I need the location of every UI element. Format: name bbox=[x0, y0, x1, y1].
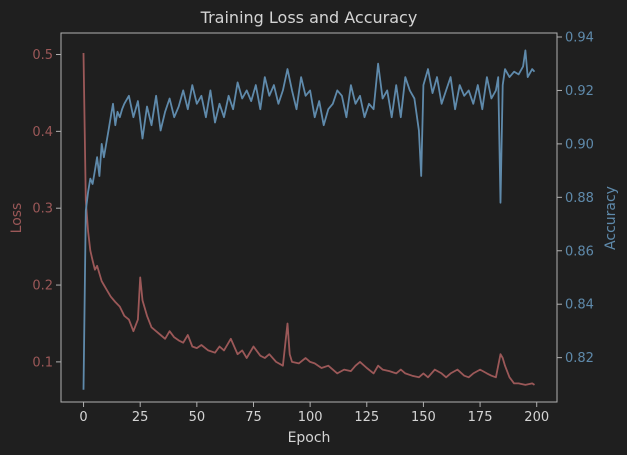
y-right-tick-label: 0.94 bbox=[565, 31, 594, 46]
x-tick-label: 200 bbox=[524, 410, 549, 425]
y-axis-right: 0.82 0.84 0.86 0.88 0.90 0.92 0.94 bbox=[557, 31, 594, 366]
accuracy-series-line bbox=[82, 49, 536, 390]
x-tick-label: 125 bbox=[354, 410, 379, 425]
y-axis-left: 0.1 0.2 0.3 0.4 0.5 bbox=[32, 48, 61, 370]
x-tick-label: 50 bbox=[189, 410, 206, 425]
y-axis-right-title: Accuracy bbox=[603, 186, 619, 250]
y-left-tick-label: 0.4 bbox=[32, 125, 53, 140]
y-right-tick-label: 0.82 bbox=[565, 351, 594, 366]
x-tick-label: 150 bbox=[411, 410, 436, 425]
y-left-tick-label: 0.3 bbox=[32, 202, 53, 217]
y-right-tick-label: 0.84 bbox=[565, 298, 594, 313]
y-right-tick-label: 0.88 bbox=[565, 191, 594, 206]
x-tick-label: 25 bbox=[132, 410, 149, 425]
y-right-tick-label: 0.92 bbox=[565, 84, 594, 99]
y-right-tick-label: 0.86 bbox=[565, 244, 594, 259]
plot-lines bbox=[82, 49, 536, 390]
x-tick-label: 0 bbox=[79, 410, 87, 425]
plot-frame bbox=[60, 32, 558, 403]
y-left-tick-label: 0.2 bbox=[32, 279, 53, 294]
x-axis-title: Epoch bbox=[288, 430, 331, 446]
y-left-tick-label: 0.1 bbox=[32, 355, 53, 370]
x-axis: 0 25 50 75 100 125 150 175 200 bbox=[79, 402, 549, 425]
y-right-tick-label: 0.90 bbox=[565, 137, 594, 152]
y-left-tick-label: 0.5 bbox=[32, 48, 53, 63]
loss-series-line bbox=[82, 52, 535, 386]
x-tick-label: 175 bbox=[468, 410, 493, 425]
chart-title: Training Loss and Accuracy bbox=[200, 8, 418, 27]
x-tick-label: 75 bbox=[245, 410, 262, 425]
x-tick-label: 100 bbox=[298, 410, 323, 425]
y-axis-left-title: Loss bbox=[9, 203, 25, 234]
